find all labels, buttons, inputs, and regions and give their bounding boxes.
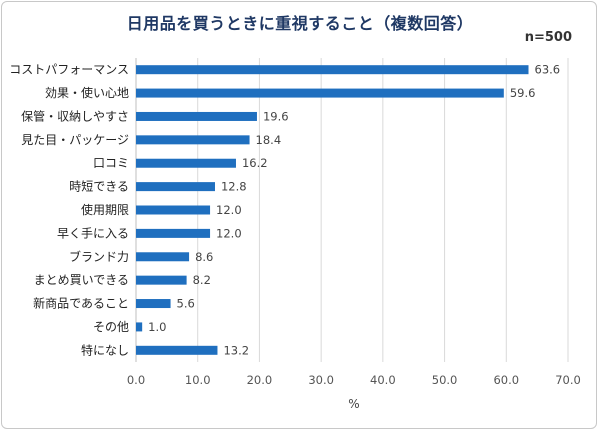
value-label: 8.6 bbox=[195, 250, 213, 264]
value-label: 19.6 bbox=[263, 109, 289, 123]
bar bbox=[136, 65, 529, 75]
category-label: 時短できる bbox=[69, 180, 129, 194]
x-tick-label: 30.0 bbox=[308, 373, 334, 387]
value-label: 63.6 bbox=[535, 63, 561, 77]
category-label: 早く手に入る bbox=[57, 226, 129, 240]
category-label: 特になし bbox=[81, 342, 129, 357]
x-tick-label: 10.0 bbox=[185, 373, 211, 387]
value-label: 12.0 bbox=[216, 203, 242, 217]
bar bbox=[136, 205, 211, 215]
sample-size-note: n=500 bbox=[524, 30, 572, 45]
bar bbox=[136, 345, 218, 355]
bar bbox=[136, 275, 187, 285]
category-label: 口コミ bbox=[93, 156, 129, 170]
x-tick-label: 50.0 bbox=[432, 373, 458, 387]
category-label: 新商品であること bbox=[33, 296, 129, 311]
bar bbox=[136, 111, 257, 121]
value-label: 12.0 bbox=[216, 226, 242, 240]
value-label: 5.6 bbox=[177, 297, 195, 311]
x-tick-label: 40.0 bbox=[370, 373, 396, 387]
bar bbox=[136, 158, 236, 168]
category-label: ブランド力 bbox=[69, 249, 129, 264]
bar bbox=[136, 182, 215, 192]
value-label: 8.2 bbox=[193, 273, 211, 287]
chart-title: 日用品を買うときに重視すること（複数回答） bbox=[126, 14, 474, 33]
bar bbox=[136, 135, 250, 145]
bar bbox=[136, 88, 504, 98]
value-label: 13.2 bbox=[223, 343, 249, 357]
x-axis-label: % bbox=[348, 397, 359, 411]
x-tick-label: 60.0 bbox=[493, 373, 519, 387]
category-label: 使用期限 bbox=[81, 202, 129, 217]
category-label: 見た目・パッケージ bbox=[21, 133, 129, 147]
x-tick-label: 70.0 bbox=[555, 373, 581, 387]
value-label: 59.6 bbox=[510, 86, 536, 100]
value-label: 12.8 bbox=[221, 180, 247, 194]
value-label: 16.2 bbox=[242, 156, 268, 170]
bar bbox=[136, 299, 171, 309]
category-label: コストパフォーマンス bbox=[9, 63, 129, 77]
x-tick-label: 0.0 bbox=[127, 373, 145, 387]
value-label: 1.0 bbox=[148, 320, 166, 334]
x-tick-label: 20.0 bbox=[247, 373, 273, 387]
bar bbox=[136, 322, 143, 332]
category-label: 保管・収納しやすさ bbox=[21, 108, 129, 123]
bar bbox=[136, 252, 190, 262]
category-label: その他 bbox=[93, 320, 129, 334]
value-label: 18.4 bbox=[256, 133, 282, 147]
category-label: 効果・使い心地 bbox=[45, 85, 129, 100]
bar bbox=[136, 228, 211, 238]
category-label: まとめ買いできる bbox=[34, 273, 129, 287]
